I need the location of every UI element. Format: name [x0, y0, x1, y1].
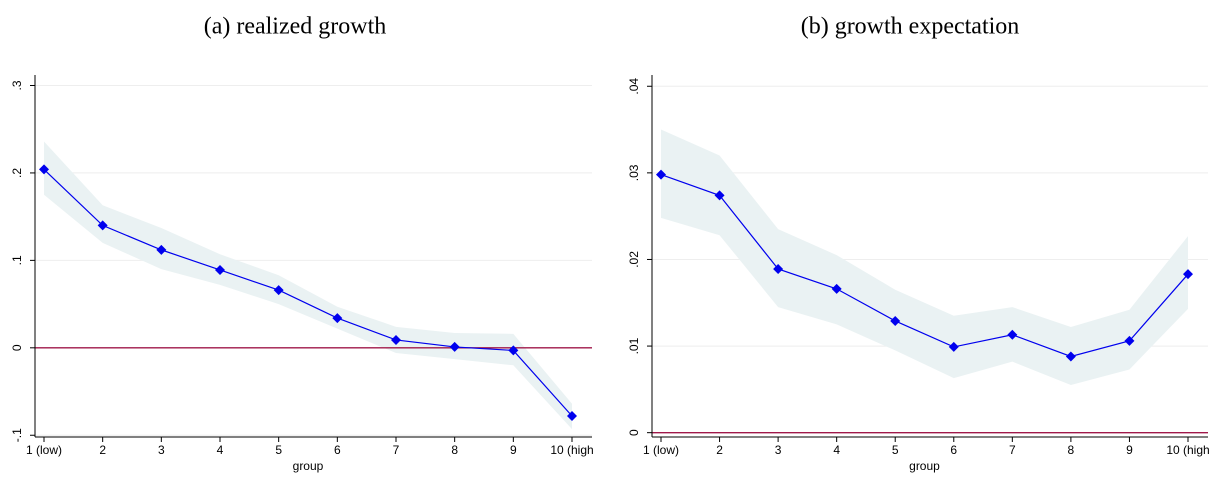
series-line [43, 169, 573, 417]
point [332, 313, 343, 324]
point [1124, 335, 1135, 346]
x-tick-label: 9 [510, 443, 517, 457]
x-tick-label: 1 (low) [643, 443, 679, 457]
x-tick-label: 2 [99, 443, 106, 457]
x-tick-label: 9 [1126, 443, 1133, 457]
point [97, 220, 108, 231]
point [656, 169, 666, 180]
point [714, 190, 725, 201]
y-tick-label: 0 [627, 429, 641, 436]
x-tick-label: 1 (low) [26, 443, 62, 457]
x-tick-label: 3 [775, 443, 782, 457]
point [215, 264, 225, 275]
point [39, 164, 49, 175]
y-tick-label: .1 [10, 255, 24, 265]
y-tick-label: .04 [627, 78, 641, 95]
x-tick-label: 10 (high [550, 443, 593, 457]
panel-title: (b) growth expectation [801, 14, 1020, 40]
point [1065, 351, 1076, 362]
x-tick-label: 5 [275, 443, 282, 457]
point [156, 244, 167, 255]
y-tick-label: -.1 [10, 428, 24, 442]
point [948, 341, 959, 352]
series-line [660, 174, 1189, 358]
x-tick-label: 8 [1068, 443, 1075, 457]
point [773, 263, 784, 274]
confidence-band [44, 141, 572, 430]
point [831, 283, 842, 294]
x-tick-label: 7 [1009, 443, 1016, 457]
point [1007, 329, 1018, 340]
y-tick-label: .2 [10, 168, 24, 178]
x-tick-label: 3 [158, 443, 165, 457]
x-tick-label: 5 [892, 443, 899, 457]
x-axis-label: group [909, 459, 940, 473]
x-tick-label: 10 (high [1166, 443, 1209, 457]
point [449, 341, 460, 352]
x-tick-label: 2 [716, 443, 723, 457]
y-tick-label: .01 [627, 337, 641, 354]
x-axis-label: group [293, 459, 324, 473]
y-tick-label: .03 [627, 164, 641, 181]
point [1183, 269, 1193, 280]
point [508, 345, 519, 356]
point [391, 334, 401, 345]
x-tick-label: 6 [950, 443, 957, 457]
x-tick-label: 7 [393, 443, 400, 457]
x-tick-label: 4 [833, 443, 840, 457]
y-tick-label: .3 [10, 80, 24, 90]
point [890, 315, 901, 326]
y-tick-label: 0 [10, 344, 24, 351]
y-tick-label: .02 [627, 251, 641, 268]
panel-title: (a) realized growth [204, 14, 387, 40]
point [567, 411, 577, 422]
x-tick-label: 6 [334, 443, 341, 457]
x-tick-label: 4 [217, 443, 224, 457]
point [273, 285, 284, 296]
x-tick-label: 8 [451, 443, 458, 457]
